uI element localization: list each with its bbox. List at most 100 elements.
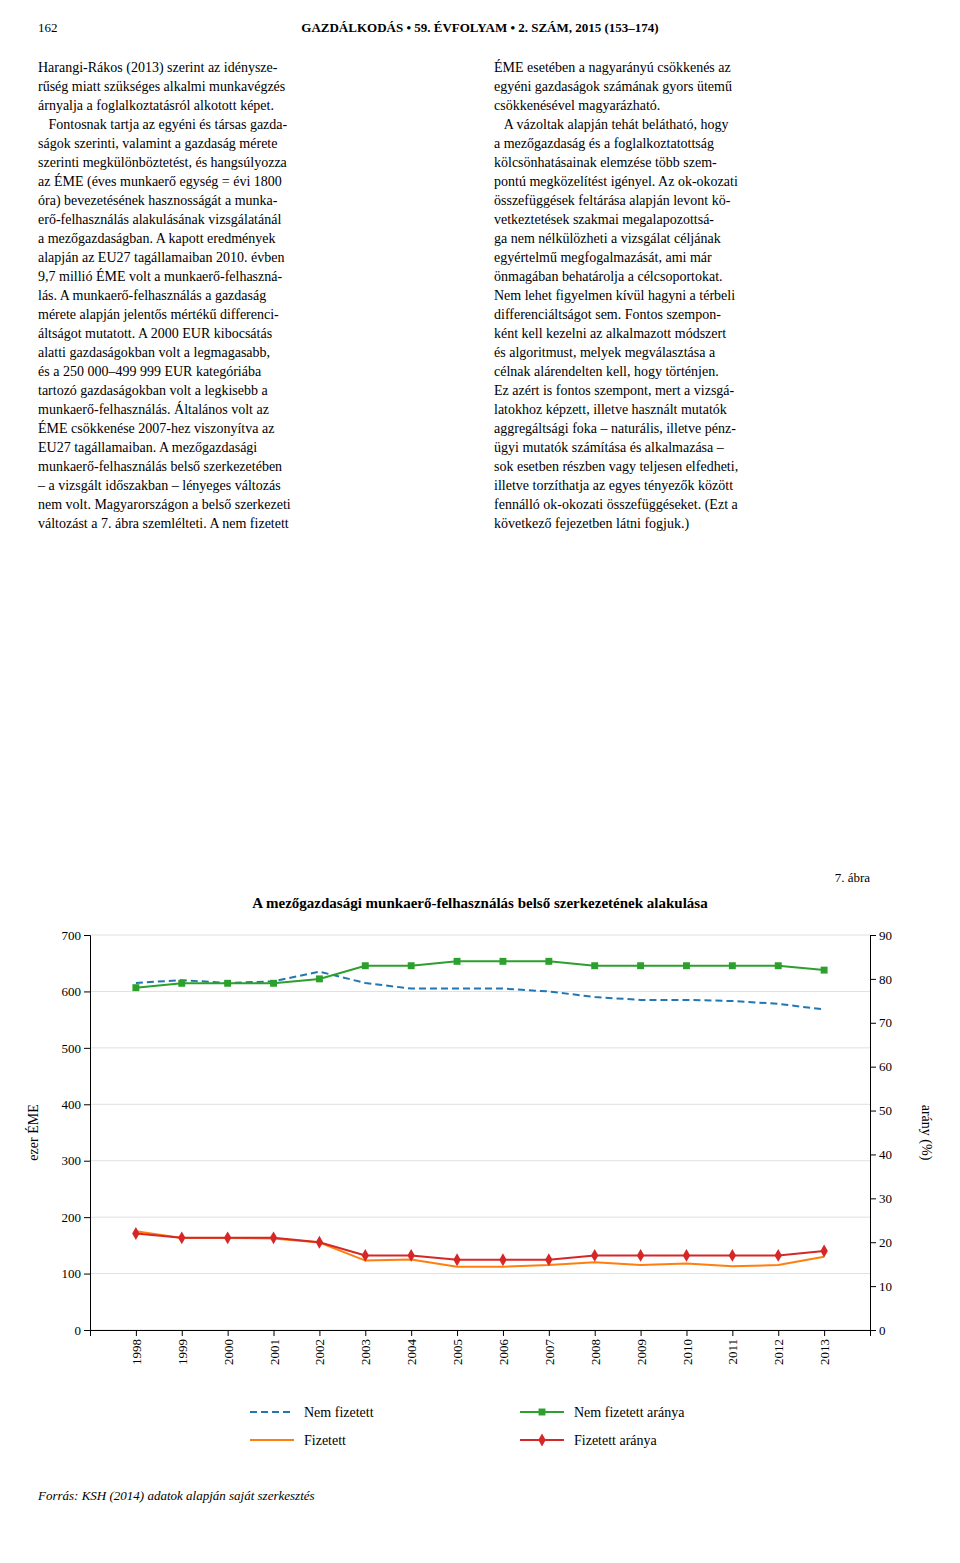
tick-label: 50: [879, 1103, 892, 1118]
tick: 2011: [725, 1330, 740, 1365]
tick: 20: [870, 1235, 892, 1250]
axis-line: [84, 936, 91, 1331]
tick: 2003: [358, 1330, 373, 1365]
x-axis: 1998199920002001200220032004200520062007…: [91, 1330, 871, 1365]
series-marker: [407, 1249, 414, 1262]
tick-label: 2008: [588, 1339, 603, 1365]
tick-label: 300: [62, 1153, 82, 1168]
body-line: következő fejezetben látni fogjuk.): [494, 516, 689, 532]
tick: 600: [62, 984, 91, 999]
tick-label: 2010: [680, 1339, 695, 1365]
series-marker: [821, 967, 828, 974]
legend-item: Nem fizetett: [250, 1405, 374, 1420]
legend-label: Nem fizetett: [304, 1405, 374, 1420]
tick: 2004: [404, 1330, 419, 1365]
body-line: és algoritmust, melyek megválasztása a: [494, 345, 716, 360]
tick-label: 1998: [129, 1339, 144, 1365]
body-line: Ez azért is fontos szempont, mert a vizs…: [494, 383, 735, 398]
tick-mark: [84, 1217, 90, 1218]
tick: 700: [62, 928, 91, 943]
body-line: óra) bevezetésének hasznosságát a munka-: [38, 193, 278, 209]
body-line: lás. A munkaerő-felhasználás a gazdaság: [38, 288, 266, 303]
grid-line: [90, 991, 870, 992]
tick-label: 2002: [312, 1339, 327, 1365]
body-line: differenciáltságot sem. Fontos szempon-: [494, 307, 721, 322]
tick-mark: [274, 1330, 275, 1336]
tick-label: 2000: [221, 1339, 236, 1365]
tick-mark: [870, 1242, 876, 1243]
series-marker: [270, 1231, 277, 1244]
body-line: és a 250 000–499 999 EUR kategóriába: [38, 364, 262, 379]
tick-mark: [84, 1104, 90, 1105]
body-line: áltságot mutatott. A 2000 EUR kibocsátás: [38, 326, 272, 341]
tick-label: 200: [62, 1210, 82, 1225]
tick: 2008: [588, 1330, 603, 1365]
series-marker: [637, 1249, 644, 1262]
tick: 90: [870, 928, 892, 943]
tick-mark: [84, 991, 90, 992]
series-line: [136, 1233, 824, 1259]
tick: 1998: [129, 1330, 144, 1365]
legend: Nem fizetettFizetettNem fizetett arányaF…: [250, 1405, 685, 1448]
series-marker: [408, 962, 415, 969]
tick-mark: [228, 1330, 229, 1336]
series-marker: [591, 1249, 598, 1262]
tick: 200: [62, 1210, 91, 1225]
tick-mark: [824, 1330, 825, 1336]
body-line: illetve torzíthatja az egyes tényezők kö…: [494, 478, 733, 493]
tick: 2007: [542, 1330, 557, 1365]
series-marker: [132, 984, 139, 991]
body-line: pontú megközelítést igényel. Az ok-okoza…: [494, 174, 738, 189]
grid-line: [90, 1273, 870, 1274]
grid-line: [90, 935, 870, 936]
text-column: ÉME esetében a nagyarányú csökkenés azeg…: [494, 59, 739, 532]
grid-line: [90, 1217, 870, 1218]
tick-mark: [870, 1330, 876, 1331]
body-line: erő-felhasználás alakulásának vizsgálatá…: [38, 212, 281, 227]
chart-title: A mezőgazdasági munkaerő-felhasználás be…: [252, 895, 708, 911]
body-line: ságok szerinti, valamint a gazdaság mére…: [38, 136, 277, 151]
grid-line: [90, 1104, 870, 1105]
tick-mark: [870, 1154, 876, 1155]
legend-label: Fizetett: [304, 1433, 346, 1448]
tick-label: 2011: [725, 1339, 740, 1365]
body-line: munkaerő-felhasználás. Általános volt az: [38, 401, 269, 417]
tick-label: 30: [879, 1191, 892, 1206]
tick-label: 0: [879, 1323, 886, 1338]
series-marker: [499, 958, 506, 965]
tick: 2010: [680, 1330, 695, 1365]
series-marker: [729, 962, 736, 969]
series-marker: [820, 1245, 827, 1258]
tick: 100: [62, 1266, 91, 1281]
series-marker: [637, 962, 644, 969]
tick-mark: [182, 1330, 183, 1336]
body-line: szerinti megkülönböztetést, és hangsúlyo…: [38, 155, 288, 170]
tick: 70: [870, 1015, 892, 1030]
tick-mark: [365, 1330, 366, 1336]
tick: 30: [870, 1191, 892, 1206]
body-line: Harangi-Rákos (2013) szerint az idénysze…: [38, 60, 278, 76]
tick-mark: [870, 1067, 876, 1068]
series-line: [136, 1231, 824, 1267]
tick: 10: [870, 1279, 892, 1294]
tick: 1999: [175, 1330, 190, 1365]
series-marker: [270, 980, 277, 987]
y2-axis-title: arány (%): [918, 1105, 934, 1161]
page-header: GAZDÁLKODÁS • 59. ÉVFOLYAM • 2. SZÁM, 20…: [301, 20, 658, 35]
series-marker: [362, 962, 369, 969]
series-line: [136, 961, 824, 987]
text-column: Harangi-Rákos (2013) szerint az idénysze…: [37, 60, 291, 531]
tick-label: 80: [879, 972, 892, 987]
tick-label: 2004: [404, 1339, 419, 1366]
plot-area: [132, 958, 828, 1267]
y-axis-title: ezer ÉME: [25, 1104, 41, 1160]
tick-label: 2013: [817, 1339, 832, 1365]
body-line: változást a 7. ábra szemlélteti. A nem f…: [38, 516, 289, 531]
y-axis: 0100200300400500600700: [62, 928, 91, 1338]
body-line: mérete alapján jelentős mértékű differen…: [38, 307, 279, 322]
tick-label: 400: [62, 1097, 82, 1112]
tick-mark: [84, 1048, 90, 1049]
tick-label: 2012: [771, 1339, 786, 1365]
tick-mark: [870, 1198, 876, 1199]
tick-mark: [457, 1330, 458, 1336]
